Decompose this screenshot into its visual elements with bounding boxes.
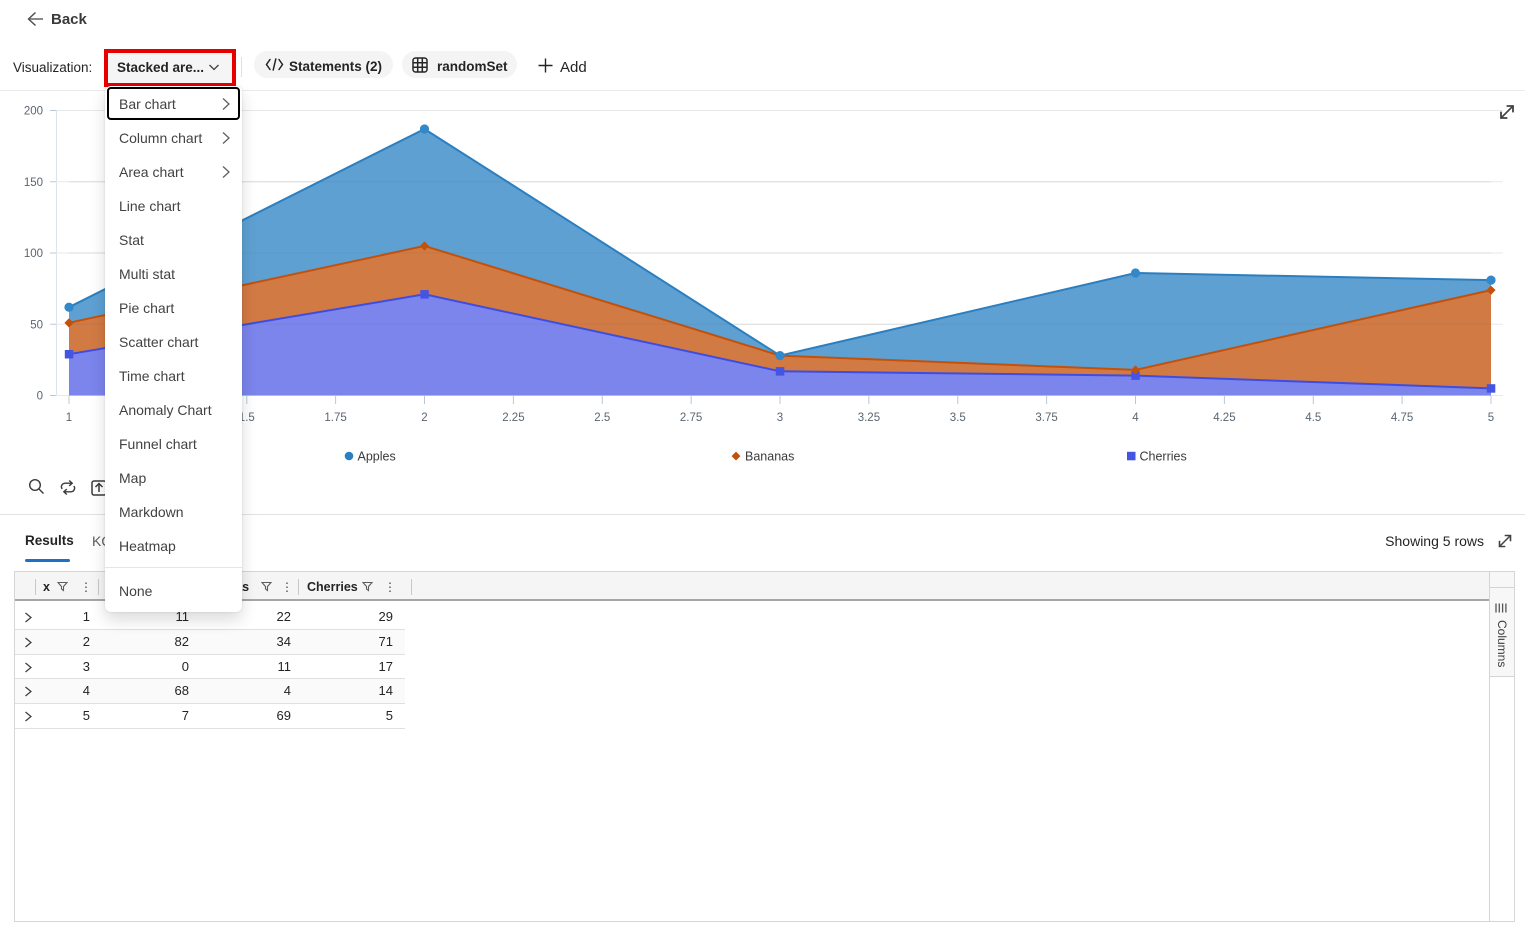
svg-text:4.75: 4.75	[1391, 412, 1413, 424]
svg-text:50: 50	[30, 319, 43, 331]
svg-text:4.25: 4.25	[1213, 412, 1235, 424]
svg-text:1.5: 1.5	[239, 412, 255, 424]
svg-text:Apples: Apples	[358, 450, 396, 464]
svg-text:2.5: 2.5	[594, 412, 610, 424]
svg-text:3.75: 3.75	[1035, 412, 1057, 424]
svg-text:3.25: 3.25	[858, 412, 880, 424]
svg-text:2: 2	[421, 412, 427, 424]
svg-text:5: 5	[1488, 412, 1494, 424]
svg-text:1: 1	[66, 412, 72, 424]
svg-text:4.5: 4.5	[1305, 412, 1321, 424]
svg-text:150: 150	[24, 177, 43, 189]
svg-text:2.75: 2.75	[680, 412, 702, 424]
svg-text:3.5: 3.5	[950, 412, 966, 424]
svg-text:Bananas: Bananas	[745, 450, 794, 464]
svg-text:3: 3	[777, 412, 783, 424]
svg-text:4: 4	[1132, 412, 1139, 424]
svg-text:0: 0	[37, 391, 43, 403]
svg-text:200: 200	[24, 106, 43, 118]
svg-text:Cherries: Cherries	[1140, 450, 1187, 464]
svg-text:1.75: 1.75	[324, 412, 346, 424]
svg-text:2.25: 2.25	[502, 412, 524, 424]
svg-text:100: 100	[24, 248, 43, 260]
